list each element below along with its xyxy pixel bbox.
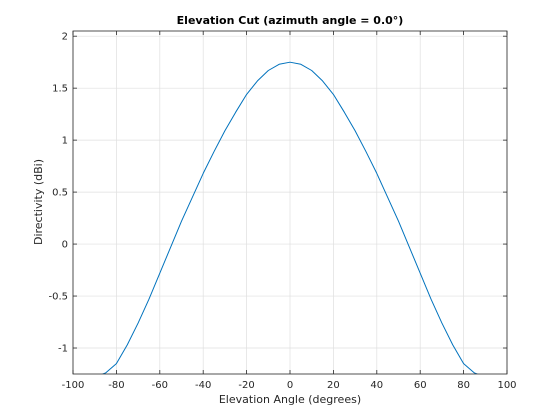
y-tick-labels: -1 -0.5 0 0.5 1 1.5 2 bbox=[48, 32, 68, 355]
x-axis-label: Elevation Angle (degrees) bbox=[219, 393, 361, 406]
y-tick-label: 2 bbox=[62, 32, 68, 43]
x-tick-label: -60 bbox=[152, 380, 168, 391]
x-tick-label: -80 bbox=[108, 380, 124, 391]
y-tick-label: -1 bbox=[58, 344, 68, 355]
y-tick-label: 0.5 bbox=[52, 188, 68, 199]
series-line bbox=[101, 61, 479, 374]
x-tick-label: -40 bbox=[195, 380, 211, 391]
y-tick-label: 0 bbox=[62, 240, 68, 251]
x-tick-label: 0 bbox=[287, 380, 293, 391]
y-tick-label: 1 bbox=[62, 136, 68, 147]
series-layer bbox=[101, 61, 479, 374]
x-tick-labels: -100 -80 -60 -40 -20 0 20 40 60 80 100 bbox=[62, 380, 517, 391]
ticks bbox=[72, 31, 508, 374]
x-tick-label: -20 bbox=[238, 380, 254, 391]
y-tick-label: 1.5 bbox=[52, 84, 68, 95]
y-tick-label: -0.5 bbox=[48, 292, 68, 303]
x-tick-label: 60 bbox=[414, 380, 427, 391]
x-tick-label: 100 bbox=[497, 380, 516, 391]
x-tick-label: -100 bbox=[62, 380, 85, 391]
y-axis-label: Directivity (dBi) bbox=[32, 159, 45, 245]
chart-title: Elevation Cut (azimuth angle = 0.0°) bbox=[177, 14, 404, 27]
x-tick-label: 20 bbox=[327, 380, 340, 391]
x-tick-label: 80 bbox=[457, 380, 470, 391]
x-tick-label: 40 bbox=[370, 380, 383, 391]
